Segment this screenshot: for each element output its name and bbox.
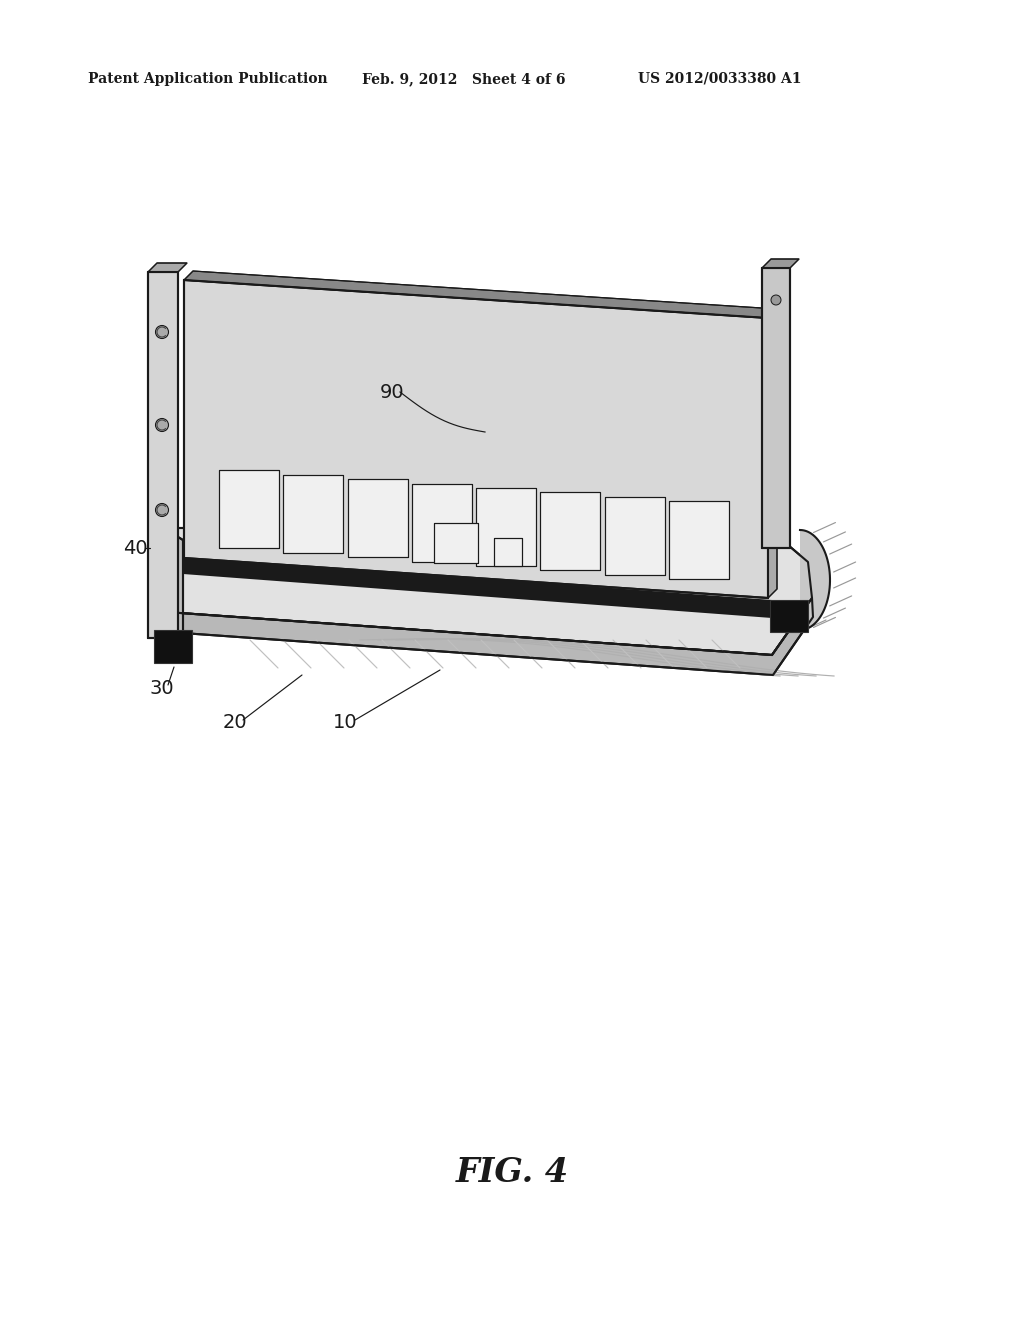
Circle shape bbox=[156, 418, 169, 432]
Polygon shape bbox=[183, 556, 772, 618]
Polygon shape bbox=[768, 309, 777, 598]
Text: 10: 10 bbox=[333, 713, 357, 731]
Polygon shape bbox=[433, 523, 477, 562]
Polygon shape bbox=[166, 598, 813, 675]
Polygon shape bbox=[184, 271, 777, 318]
Polygon shape bbox=[762, 268, 790, 548]
Circle shape bbox=[156, 503, 169, 516]
Polygon shape bbox=[669, 502, 729, 579]
Polygon shape bbox=[412, 483, 472, 561]
Polygon shape bbox=[347, 479, 408, 557]
Polygon shape bbox=[494, 539, 521, 566]
Polygon shape bbox=[219, 470, 279, 548]
Polygon shape bbox=[800, 531, 830, 630]
Polygon shape bbox=[148, 272, 178, 638]
Polygon shape bbox=[541, 492, 600, 570]
Text: FIG. 4: FIG. 4 bbox=[456, 1155, 568, 1188]
Polygon shape bbox=[604, 496, 665, 574]
Text: Patent Application Publication: Patent Application Publication bbox=[88, 73, 328, 86]
Polygon shape bbox=[770, 601, 808, 632]
Polygon shape bbox=[762, 259, 799, 268]
Polygon shape bbox=[284, 475, 343, 553]
Text: 30: 30 bbox=[150, 678, 174, 697]
Text: 90: 90 bbox=[380, 383, 404, 401]
Text: 20: 20 bbox=[222, 713, 248, 731]
Polygon shape bbox=[476, 488, 536, 566]
Polygon shape bbox=[184, 280, 768, 598]
Polygon shape bbox=[163, 528, 183, 645]
Circle shape bbox=[771, 294, 781, 305]
Circle shape bbox=[156, 326, 169, 338]
Polygon shape bbox=[148, 263, 187, 272]
Polygon shape bbox=[163, 528, 812, 655]
Text: US 2012/0033380 A1: US 2012/0033380 A1 bbox=[638, 73, 802, 86]
Text: 40: 40 bbox=[123, 539, 147, 557]
Polygon shape bbox=[154, 630, 193, 663]
Text: Feb. 9, 2012   Sheet 4 of 6: Feb. 9, 2012 Sheet 4 of 6 bbox=[362, 73, 565, 86]
